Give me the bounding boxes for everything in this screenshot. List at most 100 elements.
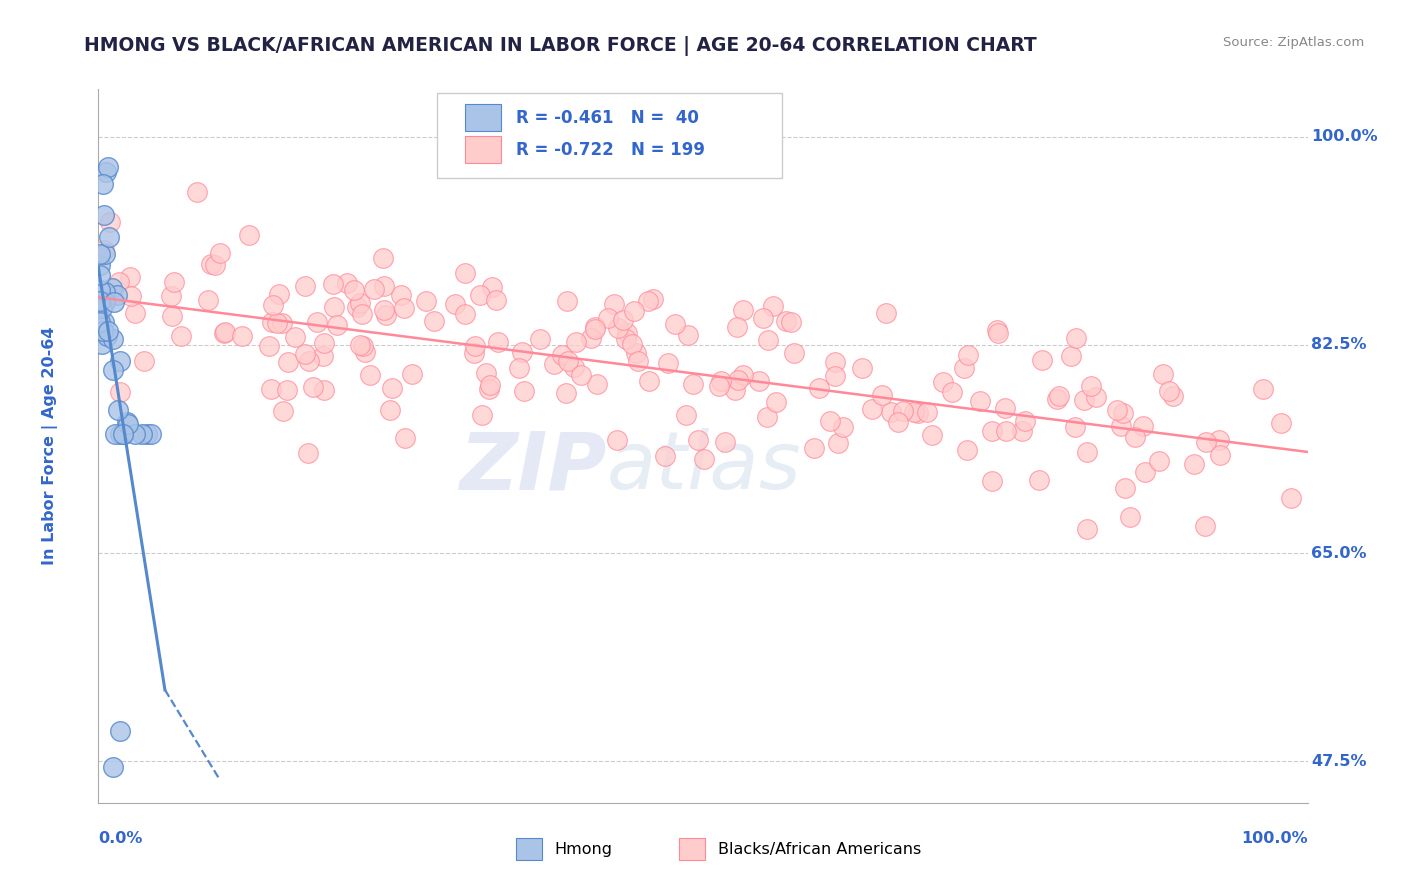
Point bbox=[733, 303, 755, 318]
Point bbox=[727, 373, 749, 387]
Point bbox=[262, 298, 284, 312]
Point bbox=[470, 408, 492, 422]
Point bbox=[980, 424, 1002, 438]
Point bbox=[101, 363, 124, 377]
Point bbox=[101, 280, 124, 294]
Point bbox=[464, 339, 486, 353]
Point bbox=[262, 315, 284, 329]
FancyBboxPatch shape bbox=[465, 136, 501, 163]
Point bbox=[89, 293, 111, 308]
Point bbox=[238, 227, 260, 242]
Text: Blacks/African Americans: Blacks/African Americans bbox=[717, 842, 921, 856]
Point bbox=[111, 427, 134, 442]
Point bbox=[363, 282, 385, 296]
Point bbox=[423, 313, 446, 327]
Point bbox=[214, 325, 236, 339]
Point bbox=[392, 301, 415, 316]
Point bbox=[917, 405, 939, 419]
Point bbox=[808, 381, 831, 395]
Point bbox=[197, 293, 219, 308]
Point bbox=[980, 474, 1002, 488]
Point bbox=[204, 258, 226, 272]
Point bbox=[468, 288, 491, 302]
Point bbox=[209, 245, 232, 260]
Point bbox=[284, 329, 307, 343]
Point bbox=[1163, 389, 1185, 403]
Point bbox=[1209, 448, 1232, 462]
Point bbox=[713, 434, 735, 449]
Point bbox=[1076, 445, 1098, 459]
Point bbox=[1114, 481, 1136, 495]
Point bbox=[1270, 416, 1292, 430]
Point bbox=[266, 316, 288, 330]
Point bbox=[824, 355, 846, 369]
Point bbox=[93, 315, 115, 329]
Point bbox=[1060, 349, 1083, 363]
Point bbox=[775, 314, 797, 328]
Point bbox=[323, 300, 346, 314]
Point bbox=[391, 288, 413, 302]
Point bbox=[586, 377, 609, 392]
Point bbox=[1123, 430, 1146, 444]
Point bbox=[108, 275, 131, 289]
Point bbox=[952, 361, 974, 376]
Point bbox=[903, 404, 925, 418]
Point bbox=[107, 403, 129, 417]
Text: 100.0%: 100.0% bbox=[1241, 831, 1308, 847]
Point bbox=[91, 178, 114, 192]
Point bbox=[1111, 406, 1133, 420]
Point bbox=[1107, 403, 1129, 417]
Point bbox=[89, 258, 111, 272]
Point bbox=[583, 322, 606, 336]
Point bbox=[818, 414, 841, 428]
Point bbox=[969, 393, 991, 408]
Point bbox=[762, 299, 785, 313]
Point bbox=[394, 431, 416, 445]
Point bbox=[101, 760, 124, 774]
FancyBboxPatch shape bbox=[516, 838, 543, 860]
Point bbox=[995, 424, 1018, 438]
Point bbox=[120, 289, 142, 303]
Point bbox=[627, 354, 650, 368]
Point bbox=[557, 353, 579, 368]
Point bbox=[1046, 392, 1069, 407]
Point bbox=[557, 293, 579, 308]
Point bbox=[162, 275, 184, 289]
Point bbox=[373, 279, 395, 293]
Point bbox=[108, 724, 131, 739]
Point bbox=[259, 339, 281, 353]
Point bbox=[1031, 352, 1053, 367]
Point bbox=[349, 338, 371, 352]
Point bbox=[170, 328, 193, 343]
Point bbox=[94, 285, 117, 299]
Point bbox=[607, 321, 630, 335]
Point bbox=[93, 208, 115, 222]
Point bbox=[139, 427, 162, 442]
Point bbox=[860, 402, 883, 417]
Point bbox=[336, 276, 359, 290]
Point bbox=[381, 381, 404, 395]
Point bbox=[957, 348, 980, 362]
Point bbox=[186, 185, 208, 199]
Point bbox=[1194, 435, 1216, 450]
Point bbox=[555, 386, 578, 401]
Point bbox=[596, 311, 619, 326]
Point bbox=[294, 347, 316, 361]
Point bbox=[1011, 424, 1033, 438]
Point bbox=[91, 301, 114, 315]
Point bbox=[1080, 379, 1102, 393]
Point bbox=[731, 368, 754, 382]
Point bbox=[657, 356, 679, 370]
Text: ZIP: ZIP bbox=[458, 428, 606, 507]
Point bbox=[907, 406, 929, 420]
Point bbox=[1194, 518, 1216, 533]
Point bbox=[756, 333, 779, 347]
Point bbox=[1119, 509, 1142, 524]
Point bbox=[623, 304, 645, 318]
Point bbox=[349, 296, 371, 310]
Point bbox=[803, 441, 825, 455]
Point bbox=[103, 332, 125, 346]
Point bbox=[637, 374, 659, 388]
Point bbox=[543, 358, 565, 372]
Point bbox=[606, 434, 628, 448]
